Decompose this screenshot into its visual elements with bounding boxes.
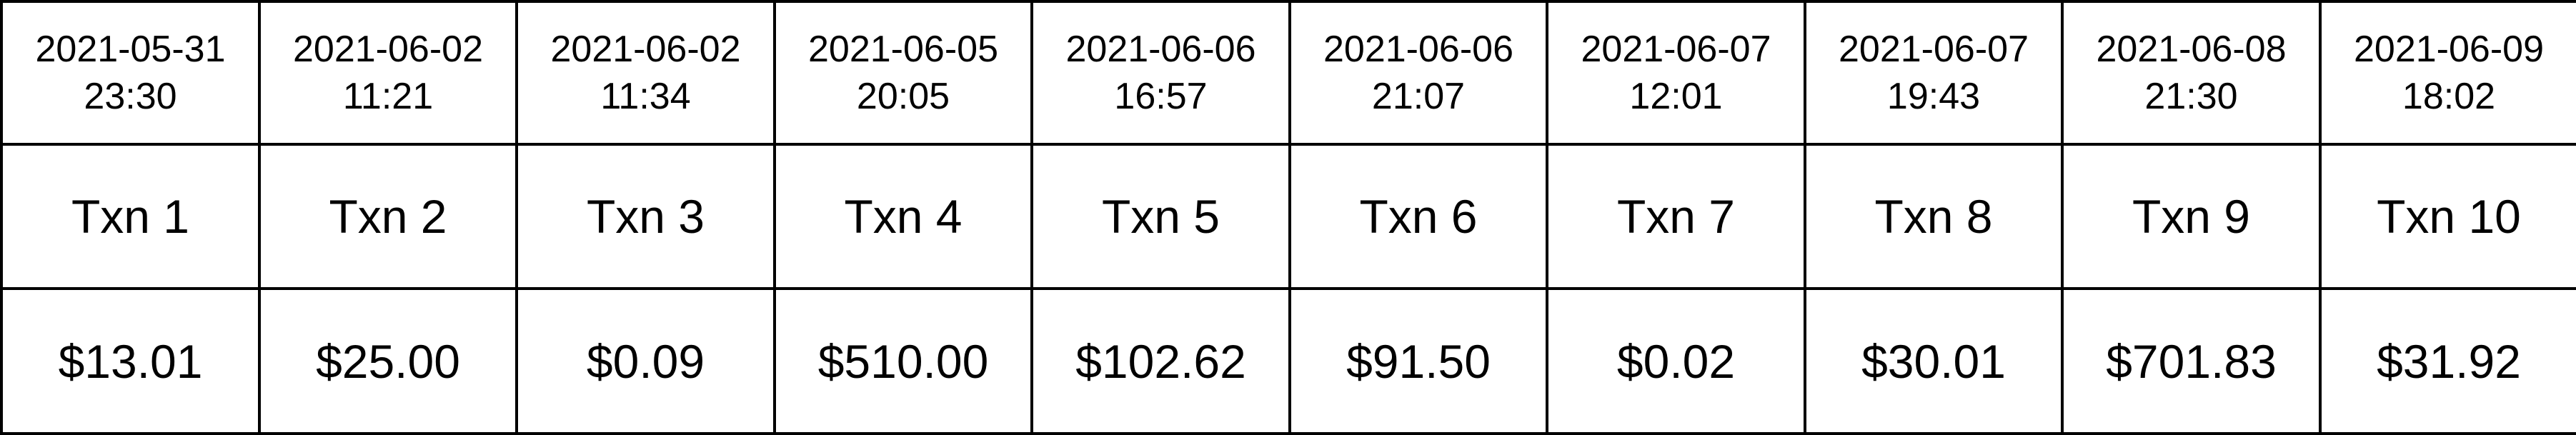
time-text: 12:01 [1629, 76, 1723, 117]
amount-cell: $701.83 [2061, 287, 2322, 435]
time-text: 11:34 [600, 76, 691, 117]
timestamp-cell: 2021-06-02 11:34 [515, 0, 776, 146]
time-text: 19:43 [1886, 76, 1981, 117]
timestamp-cell: 2021-06-07 19:43 [1804, 0, 2064, 146]
transaction-name-cell: Txn 7 [1546, 143, 1806, 290]
timestamp-cell: 2021-06-09 18:02 [2319, 0, 2576, 146]
transaction-name-cell: Txn 6 [1288, 143, 1548, 290]
time-text: 21:30 [2144, 76, 2238, 117]
timestamp-cell: 2021-06-06 21:07 [1288, 0, 1548, 146]
transaction-name-cell: Txn 5 [1030, 143, 1291, 290]
date-text: 2021-06-02 [550, 29, 741, 70]
transaction-name-cell: Txn 1 [0, 143, 261, 290]
time-text: 16:57 [1114, 76, 1208, 117]
date-text: 2021-06-02 [293, 29, 483, 70]
amount-cell: $510.00 [773, 287, 1033, 435]
timestamp-cell: 2021-06-06 16:57 [1030, 0, 1291, 146]
amount-cell: $30.01 [1804, 287, 2064, 435]
amount-cell: $25.00 [258, 287, 518, 435]
timestamp-cell: 2021-06-05 20:05 [773, 0, 1033, 146]
amount-cell: $0.09 [515, 287, 776, 435]
transaction-name-cell: Txn 2 [258, 143, 518, 290]
timestamp-row: 2021-05-31 23:30 2021-06-02 11:21 2021-06-… [0, 0, 2576, 146]
time-text: 18:02 [2402, 76, 2496, 117]
amount-cell: $91.50 [1288, 287, 1548, 435]
transaction-name-cell: Txn 10 [2319, 143, 2576, 290]
time-text: 11:21 [342, 76, 434, 117]
time-text: 23:30 [84, 76, 177, 117]
date-text: 2021-06-05 [808, 29, 998, 70]
date-text: 2021-06-06 [1065, 29, 1256, 70]
amount-row: $13.01 $25.00 $0.09 $510.00 $102.62 $91.… [0, 287, 2576, 435]
date-text: 2021-06-08 [2096, 29, 2287, 70]
timestamp-cell: 2021-06-02 11:21 [258, 0, 518, 146]
amount-cell: $31.92 [2319, 287, 2576, 435]
amount-cell: $0.02 [1546, 287, 1806, 435]
timestamp-cell: 2021-06-07 12:01 [1546, 0, 1806, 146]
transaction-name-row: Txn 1 Txn 2 Txn 3 Txn 4 Txn 5 Txn 6 Txn … [0, 143, 2576, 290]
transaction-name-cell: Txn 3 [515, 143, 776, 290]
amount-cell: $102.62 [1030, 287, 1291, 435]
transaction-name-cell: Txn 8 [1804, 143, 2064, 290]
timestamp-cell: 2021-06-08 21:30 [2061, 0, 2322, 146]
date-text: 2021-06-07 [1839, 29, 2029, 70]
date-text: 2021-06-06 [1323, 29, 1513, 70]
time-text: 21:07 [1371, 76, 1466, 117]
timestamp-cell: 2021-05-31 23:30 [0, 0, 261, 146]
date-text: 2021-06-09 [2354, 29, 2544, 70]
amount-cell: $13.01 [0, 287, 261, 435]
date-text: 2021-05-31 [35, 29, 226, 70]
transaction-name-cell: Txn 4 [773, 143, 1033, 290]
time-text: 20:05 [856, 76, 950, 117]
transaction-name-cell: Txn 9 [2061, 143, 2322, 290]
date-text: 2021-06-07 [1581, 29, 1771, 70]
